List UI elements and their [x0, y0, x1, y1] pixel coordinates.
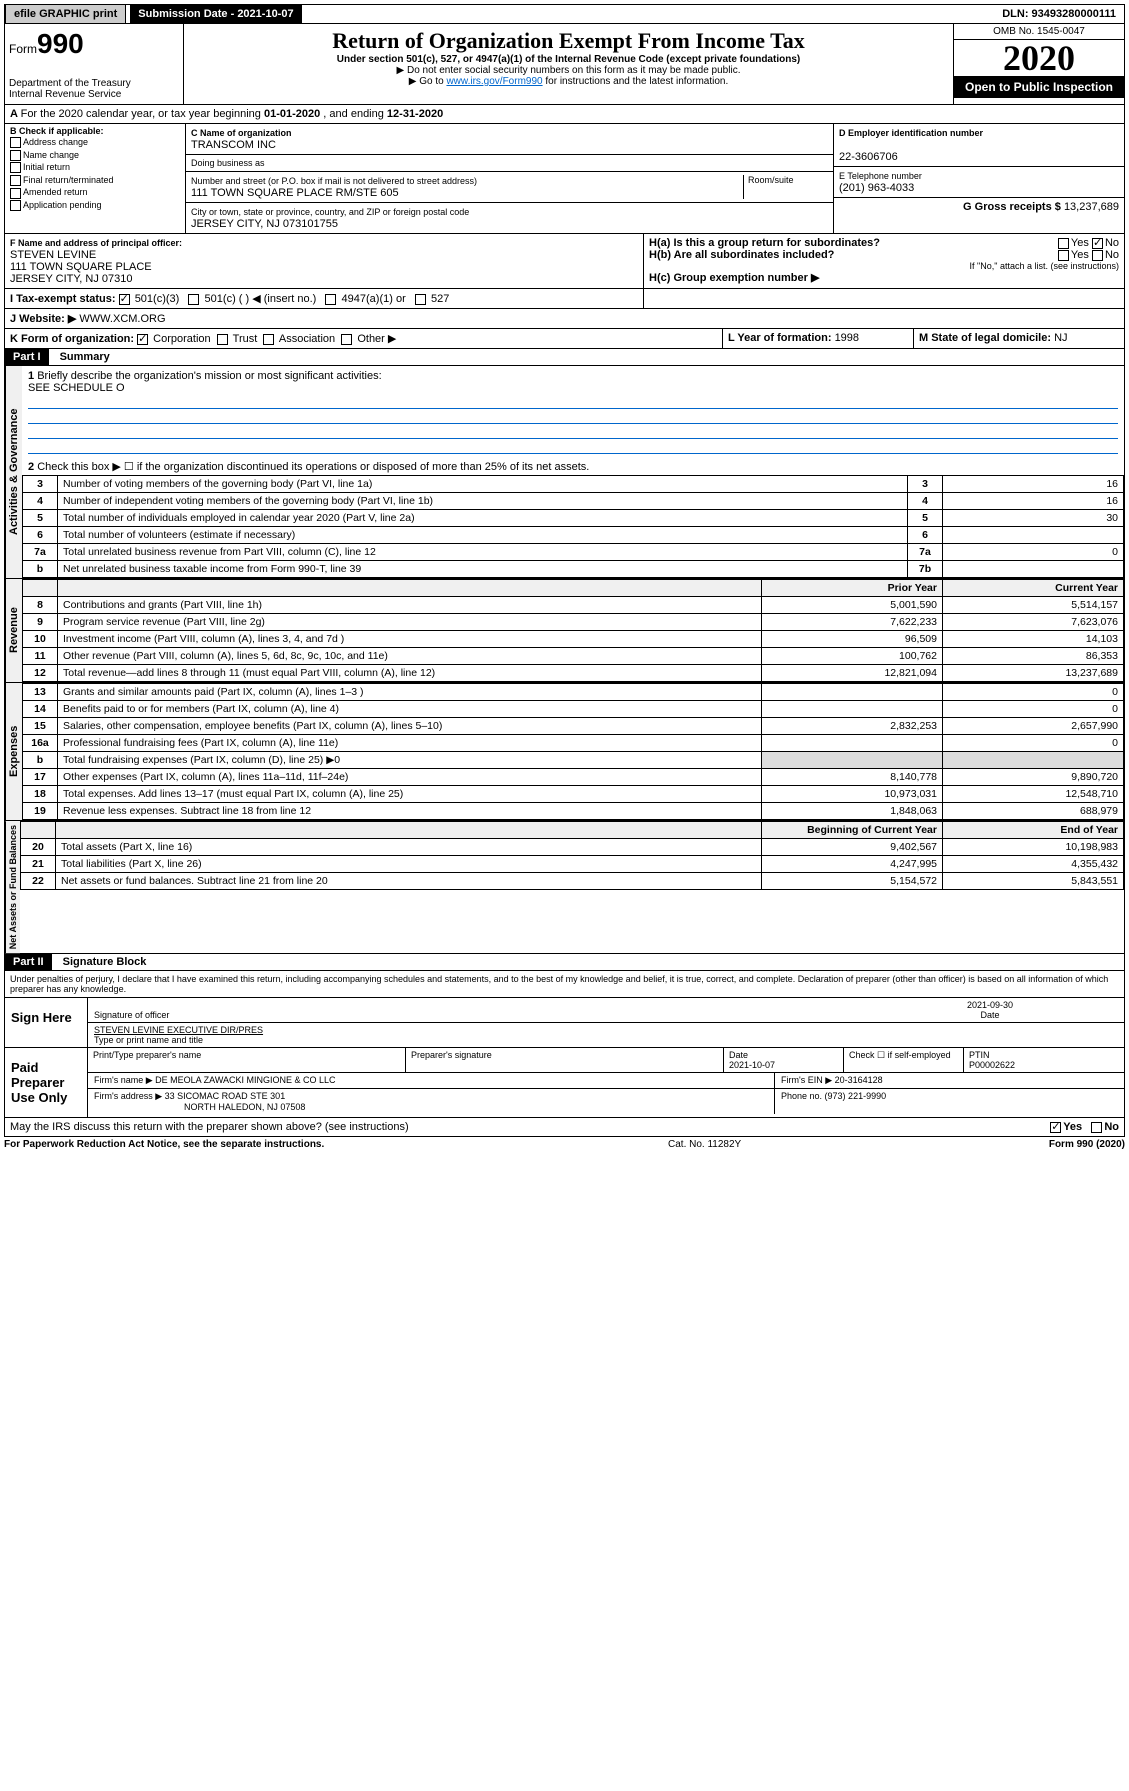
part1-title: Summary	[52, 351, 110, 363]
tax-year: 2020	[954, 40, 1124, 76]
dln: DLN: 93493280000111	[994, 5, 1124, 23]
initial-return-checkbox[interactable]	[10, 162, 21, 173]
h-a-label: H(a) Is this a group return for subordin…	[649, 237, 880, 249]
other-checkbox[interactable]	[341, 334, 352, 345]
paid-preparer-label: Paid Preparer Use Only	[5, 1048, 88, 1117]
form-number: Form990	[9, 28, 179, 60]
dba-label: Doing business as	[186, 155, 833, 172]
revenue-section: Revenue Prior YearCurrent Year 8Contribu…	[4, 579, 1125, 683]
app-pending-checkbox[interactable]	[10, 200, 21, 211]
amended-return-checkbox[interactable]	[10, 188, 21, 199]
section-i: I Tax-exempt status: 501(c)(3) 501(c) ( …	[4, 289, 1125, 309]
527-checkbox[interactable]	[415, 294, 426, 305]
perjury-declaration: Under penalties of perjury, I declare th…	[4, 971, 1125, 998]
governance-table: 3Number of voting members of the governi…	[22, 475, 1124, 578]
top-bar: efile GRAPHIC print Submission Date - 20…	[4, 4, 1125, 24]
firm-ein: 20-3164128	[835, 1075, 883, 1085]
telephone: (201) 963-4033	[839, 182, 914, 194]
paid-preparer-block: Paid Preparer Use Only Print/Type prepar…	[4, 1048, 1125, 1118]
ha-yes-checkbox[interactable]	[1058, 238, 1069, 249]
corp-checkbox[interactable]	[137, 334, 148, 345]
hb-no-checkbox[interactable]	[1092, 250, 1103, 261]
section-b: B Check if applicable: Address change Na…	[5, 124, 186, 233]
part2-badge: Part II	[5, 954, 52, 970]
hb-yes-checkbox[interactable]	[1058, 250, 1069, 261]
sign-here-block: Sign Here Signature of officer 2021-09-3…	[4, 998, 1125, 1048]
part2-header-row: Part II Signature Block	[4, 954, 1125, 971]
irs-label: Internal Revenue Service	[9, 89, 179, 100]
efile-badge: efile GRAPHIC print	[5, 5, 126, 23]
officer-typed-name: STEVEN LEVINE EXECUTIVE DIR/PRES	[94, 1025, 263, 1035]
h-c-label: H(c) Group exemption number ▶	[649, 271, 1119, 284]
sections-f-h: F Name and address of principal officer:…	[4, 234, 1125, 289]
expenses-section: Expenses 13Grants and similar amounts pa…	[4, 683, 1125, 821]
org-name: TRANSCOM INC	[191, 139, 276, 151]
revenue-table: Prior YearCurrent Year 8Contributions an…	[22, 579, 1124, 682]
ein: 22-3606706	[839, 151, 898, 163]
page-footer: For Paperwork Reduction Act Notice, see …	[4, 1137, 1125, 1150]
trust-checkbox[interactable]	[217, 334, 228, 345]
vert-revenue: Revenue	[5, 579, 22, 682]
section-j: J Website: ▶ WWW.XCM.ORG	[4, 309, 1125, 329]
discuss-row: May the IRS discuss this return with the…	[4, 1118, 1125, 1137]
open-public-badge: Open to Public Inspection	[954, 76, 1124, 98]
addr-change-checkbox[interactable]	[10, 137, 21, 148]
activities-governance-section: Activities & Governance 1 Briefly descri…	[4, 366, 1125, 579]
net-assets-section: Net Assets or Fund Balances Beginning of…	[4, 821, 1125, 954]
vert-net-assets: Net Assets or Fund Balances	[5, 821, 20, 953]
dept-treasury: Department of the Treasury	[9, 78, 179, 89]
discuss-no-checkbox[interactable]	[1091, 1122, 1102, 1133]
city-state-zip: JERSEY CITY, NJ 073101755	[191, 218, 338, 230]
gross-receipts: 13,237,689	[1064, 201, 1119, 213]
year-formation: 1998	[835, 332, 859, 344]
expenses-table: 13Grants and similar amounts paid (Part …	[22, 683, 1124, 820]
subtitle-2: ▶ Do not enter social security numbers o…	[188, 65, 949, 76]
sections-k-l-m: K Form of organization: Corporation Trus…	[4, 329, 1125, 349]
discuss-yes-checkbox[interactable]	[1050, 1122, 1061, 1133]
final-return-checkbox[interactable]	[10, 175, 21, 186]
subtitle-1: Under section 501(c), 527, or 4947(a)(1)…	[188, 54, 949, 65]
firm-phone: (973) 221-9990	[825, 1091, 887, 1101]
501c3-checkbox[interactable]	[119, 294, 130, 305]
room-suite: Room/suite	[743, 175, 828, 199]
firm-address: 33 SICOMAC ROAD STE 301	[165, 1091, 286, 1101]
part1-header-row: Part I Summary	[4, 349, 1125, 366]
state-domicile: NJ	[1054, 332, 1067, 344]
street-address: 111 TOWN SQUARE PLACE RM/STE 605	[191, 187, 399, 199]
subtitle-3: ▶ Go to www.irs.gov/Form990 for instruct…	[188, 76, 949, 87]
part1-badge: Part I	[5, 349, 49, 365]
vert-expenses: Expenses	[5, 683, 22, 820]
website-url: WWW.XCM.ORG	[79, 313, 165, 325]
sign-here-label: Sign Here	[5, 998, 88, 1047]
501c-checkbox[interactable]	[188, 294, 199, 305]
4947-checkbox[interactable]	[325, 294, 336, 305]
ptin: P00002622	[969, 1060, 1015, 1070]
form-header: Form990 Department of the Treasury Inter…	[4, 24, 1125, 105]
h-b-label: H(b) Are all subordinates included?	[649, 249, 834, 261]
section-a: A For the 2020 calendar year, or tax yea…	[4, 105, 1125, 124]
sections-b-g: B Check if applicable: Address change Na…	[4, 124, 1125, 234]
vert-activities: Activities & Governance	[5, 366, 22, 578]
submission-date: Submission Date - 2021-10-07	[130, 5, 301, 23]
irs-link[interactable]: www.irs.gov/Form990	[446, 76, 542, 87]
firm-name: DE MEOLA ZAWACKI MINGIONE & CO LLC	[155, 1075, 335, 1085]
form-title: Return of Organization Exempt From Incom…	[188, 28, 949, 54]
name-change-checkbox[interactable]	[10, 150, 21, 161]
mission-answer: SEE SCHEDULE O	[28, 382, 125, 394]
net-assets-table: Beginning of Current YearEnd of Year 20T…	[20, 821, 1124, 890]
officer-name: STEVEN LEVINE	[10, 249, 96, 261]
part2-title: Signature Block	[55, 956, 147, 968]
ha-no-checkbox[interactable]	[1092, 238, 1103, 249]
assoc-checkbox[interactable]	[263, 334, 274, 345]
